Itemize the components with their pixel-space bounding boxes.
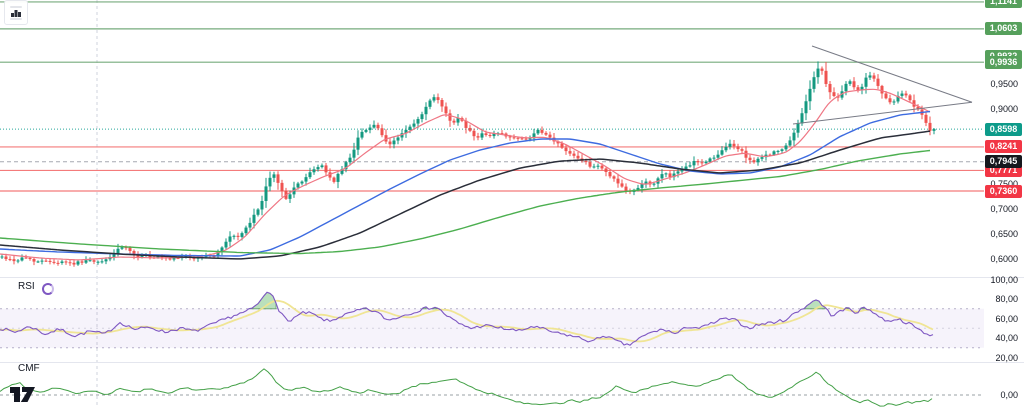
rsi-axis-tick: 100,00	[990, 274, 1018, 285]
price-axis-tick: 0,9000	[990, 104, 1018, 114]
cmf-axis-tick: 0,00	[1000, 390, 1018, 400]
candles-down	[4, 61, 932, 267]
cmf-line	[0, 368, 933, 407]
rsi-axis-tick: 80,00	[995, 294, 1018, 304]
ma-slowest-green	[0, 149, 931, 255]
trendline	[792, 101, 973, 125]
rsi-axis-tick: 20,00	[995, 352, 1018, 363]
price-level-badge: 0,9936	[985, 55, 1022, 69]
rsi-axis-tick: 60,00	[995, 313, 1018, 324]
symbol-logo-icon	[11, 9, 21, 17]
ma-mid-blue	[0, 110, 931, 257]
price-level-badge: 0,7945	[985, 155, 1022, 169]
price-axis-tick: 0,6000	[990, 254, 1018, 264]
trendline	[811, 45, 973, 103]
watermark-text-line	[10, 5, 22, 8]
price-level-badge: 0,7360	[985, 184, 1022, 198]
cmf-indicator-label: CMF	[18, 363, 40, 374]
price-level-badge: 0,8598	[985, 122, 1022, 136]
price-level-badge: 1,1141	[985, 0, 1022, 9]
price-axis-tick: 0,7000	[990, 204, 1018, 214]
watermark-text-line	[10, 17, 22, 20]
price-level-badge: 1,0603	[985, 22, 1022, 36]
price-axis-tick: 0,9500	[990, 79, 1018, 89]
rsi-line	[0, 291, 934, 346]
rsi-axis-tick: 40,00	[995, 333, 1018, 343]
price-level-badge: 0,8241	[985, 140, 1022, 154]
price-axis-tick: 0,6500	[990, 229, 1018, 239]
symbol-watermark	[4, 0, 28, 25]
price-axis-tick: 0,7500	[960, 179, 1018, 189]
tradingview-logo[interactable]	[8, 384, 42, 404]
ma-slow-black	[0, 130, 931, 260]
candles-up	[0, 61, 936, 266]
rsi-ma-line	[0, 299, 934, 343]
ma-fast-red	[0, 88, 931, 261]
rsi-indicator-label: RSI	[18, 281, 35, 292]
rsi-loading-spinner-icon	[42, 283, 54, 295]
